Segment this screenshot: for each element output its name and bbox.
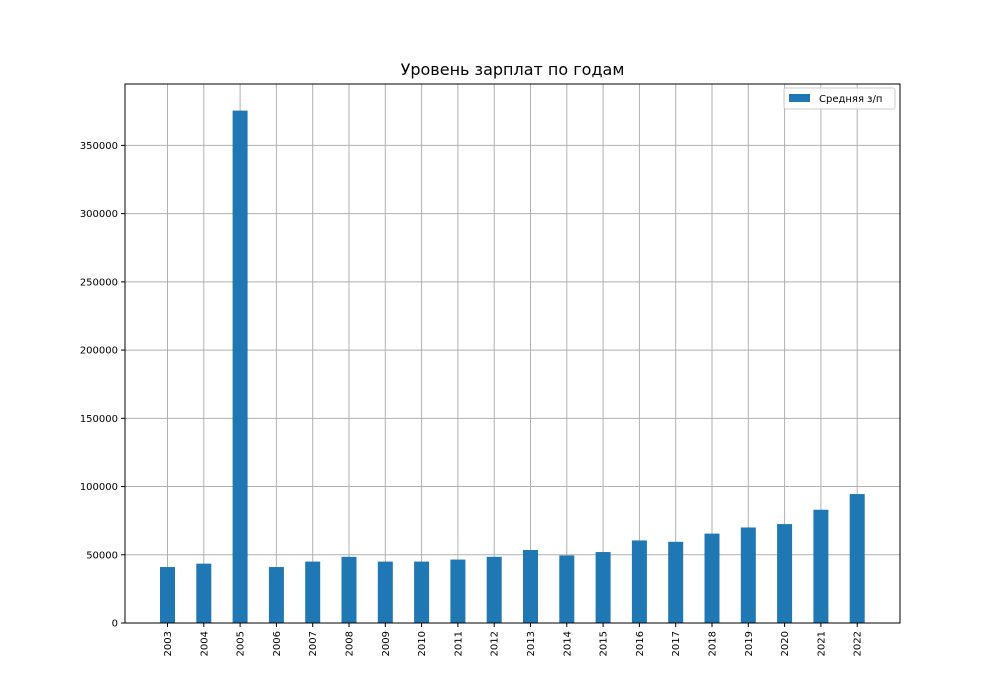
x-tick-label: 2015 bbox=[599, 631, 610, 656]
chart-title: Уровень зарплат по годам bbox=[401, 60, 625, 79]
bar-2005 bbox=[232, 110, 248, 623]
bar-2004 bbox=[196, 563, 212, 623]
bar-2016 bbox=[631, 540, 647, 623]
bar-2010 bbox=[414, 561, 430, 623]
x-tick-label: 2004 bbox=[199, 631, 210, 656]
bar-2006 bbox=[268, 567, 284, 623]
x-tick-label: 2013 bbox=[526, 631, 537, 656]
x-tick-label: 2017 bbox=[671, 631, 682, 656]
plot-frame bbox=[124, 83, 901, 624]
x-tick-label: 2021 bbox=[816, 631, 827, 656]
y-axis: 0 50000 100000 150000 200000 250000 300000 3500… bbox=[80, 141, 125, 630]
bar-2020 bbox=[777, 524, 793, 623]
x-tick-label: 2010 bbox=[417, 631, 428, 656]
y-tick-label: 300000 bbox=[80, 209, 118, 220]
x-tick-label: 2009 bbox=[381, 631, 392, 656]
bar-2018 bbox=[704, 533, 720, 623]
x-tick-label: 2011 bbox=[453, 631, 464, 656]
x-tick-label: 2007 bbox=[308, 631, 319, 656]
x-tick-label: 2016 bbox=[635, 631, 646, 656]
bars bbox=[160, 110, 865, 623]
x-tick-label: 2008 bbox=[345, 631, 356, 656]
legend-swatch bbox=[789, 94, 810, 102]
x-axis: 2003 2004 2005 2006 2007 2008 2009 2010 2011 2012… bbox=[163, 623, 864, 656]
bar-2007 bbox=[305, 561, 321, 623]
y-tick-label: 50000 bbox=[86, 550, 118, 561]
bar-2013 bbox=[523, 549, 538, 623]
legend-box bbox=[783, 87, 896, 110]
x-tick-label: 2018 bbox=[708, 631, 719, 656]
grid-lines bbox=[125, 84, 900, 624]
x-tick-label: 2014 bbox=[562, 631, 573, 656]
bar-2014 bbox=[559, 555, 575, 623]
legend: Средняя з/п bbox=[783, 87, 896, 110]
bar-2003 bbox=[160, 567, 175, 623]
x-tick-label: 2020 bbox=[780, 631, 791, 656]
x-tick-label: 2005 bbox=[236, 631, 247, 656]
legend-label: Средняя з/п bbox=[819, 94, 882, 105]
x-tick-label: 2003 bbox=[163, 631, 174, 656]
bar-2017 bbox=[668, 541, 684, 623]
x-tick-label: 2012 bbox=[490, 631, 501, 656]
bar-2022 bbox=[849, 494, 865, 623]
y-tick-label: 250000 bbox=[80, 277, 118, 288]
bar-2008 bbox=[341, 556, 357, 623]
y-tick-label: 0 bbox=[112, 619, 118, 630]
bar-2012 bbox=[486, 556, 502, 623]
x-tick-label: 2022 bbox=[853, 631, 864, 656]
bar-2019 bbox=[740, 527, 756, 623]
x-tick-label: 2006 bbox=[272, 631, 283, 656]
x-tick-label: 2019 bbox=[744, 631, 755, 656]
bar-2011 bbox=[450, 559, 466, 623]
y-tick-label: 150000 bbox=[80, 414, 118, 425]
bar-2015 bbox=[595, 552, 611, 623]
y-tick-label: 200000 bbox=[80, 346, 118, 357]
y-tick-label: 100000 bbox=[80, 482, 118, 493]
y-tick-label: 350000 bbox=[80, 141, 118, 152]
bar-2021 bbox=[813, 509, 829, 623]
bar-2009 bbox=[377, 561, 393, 623]
